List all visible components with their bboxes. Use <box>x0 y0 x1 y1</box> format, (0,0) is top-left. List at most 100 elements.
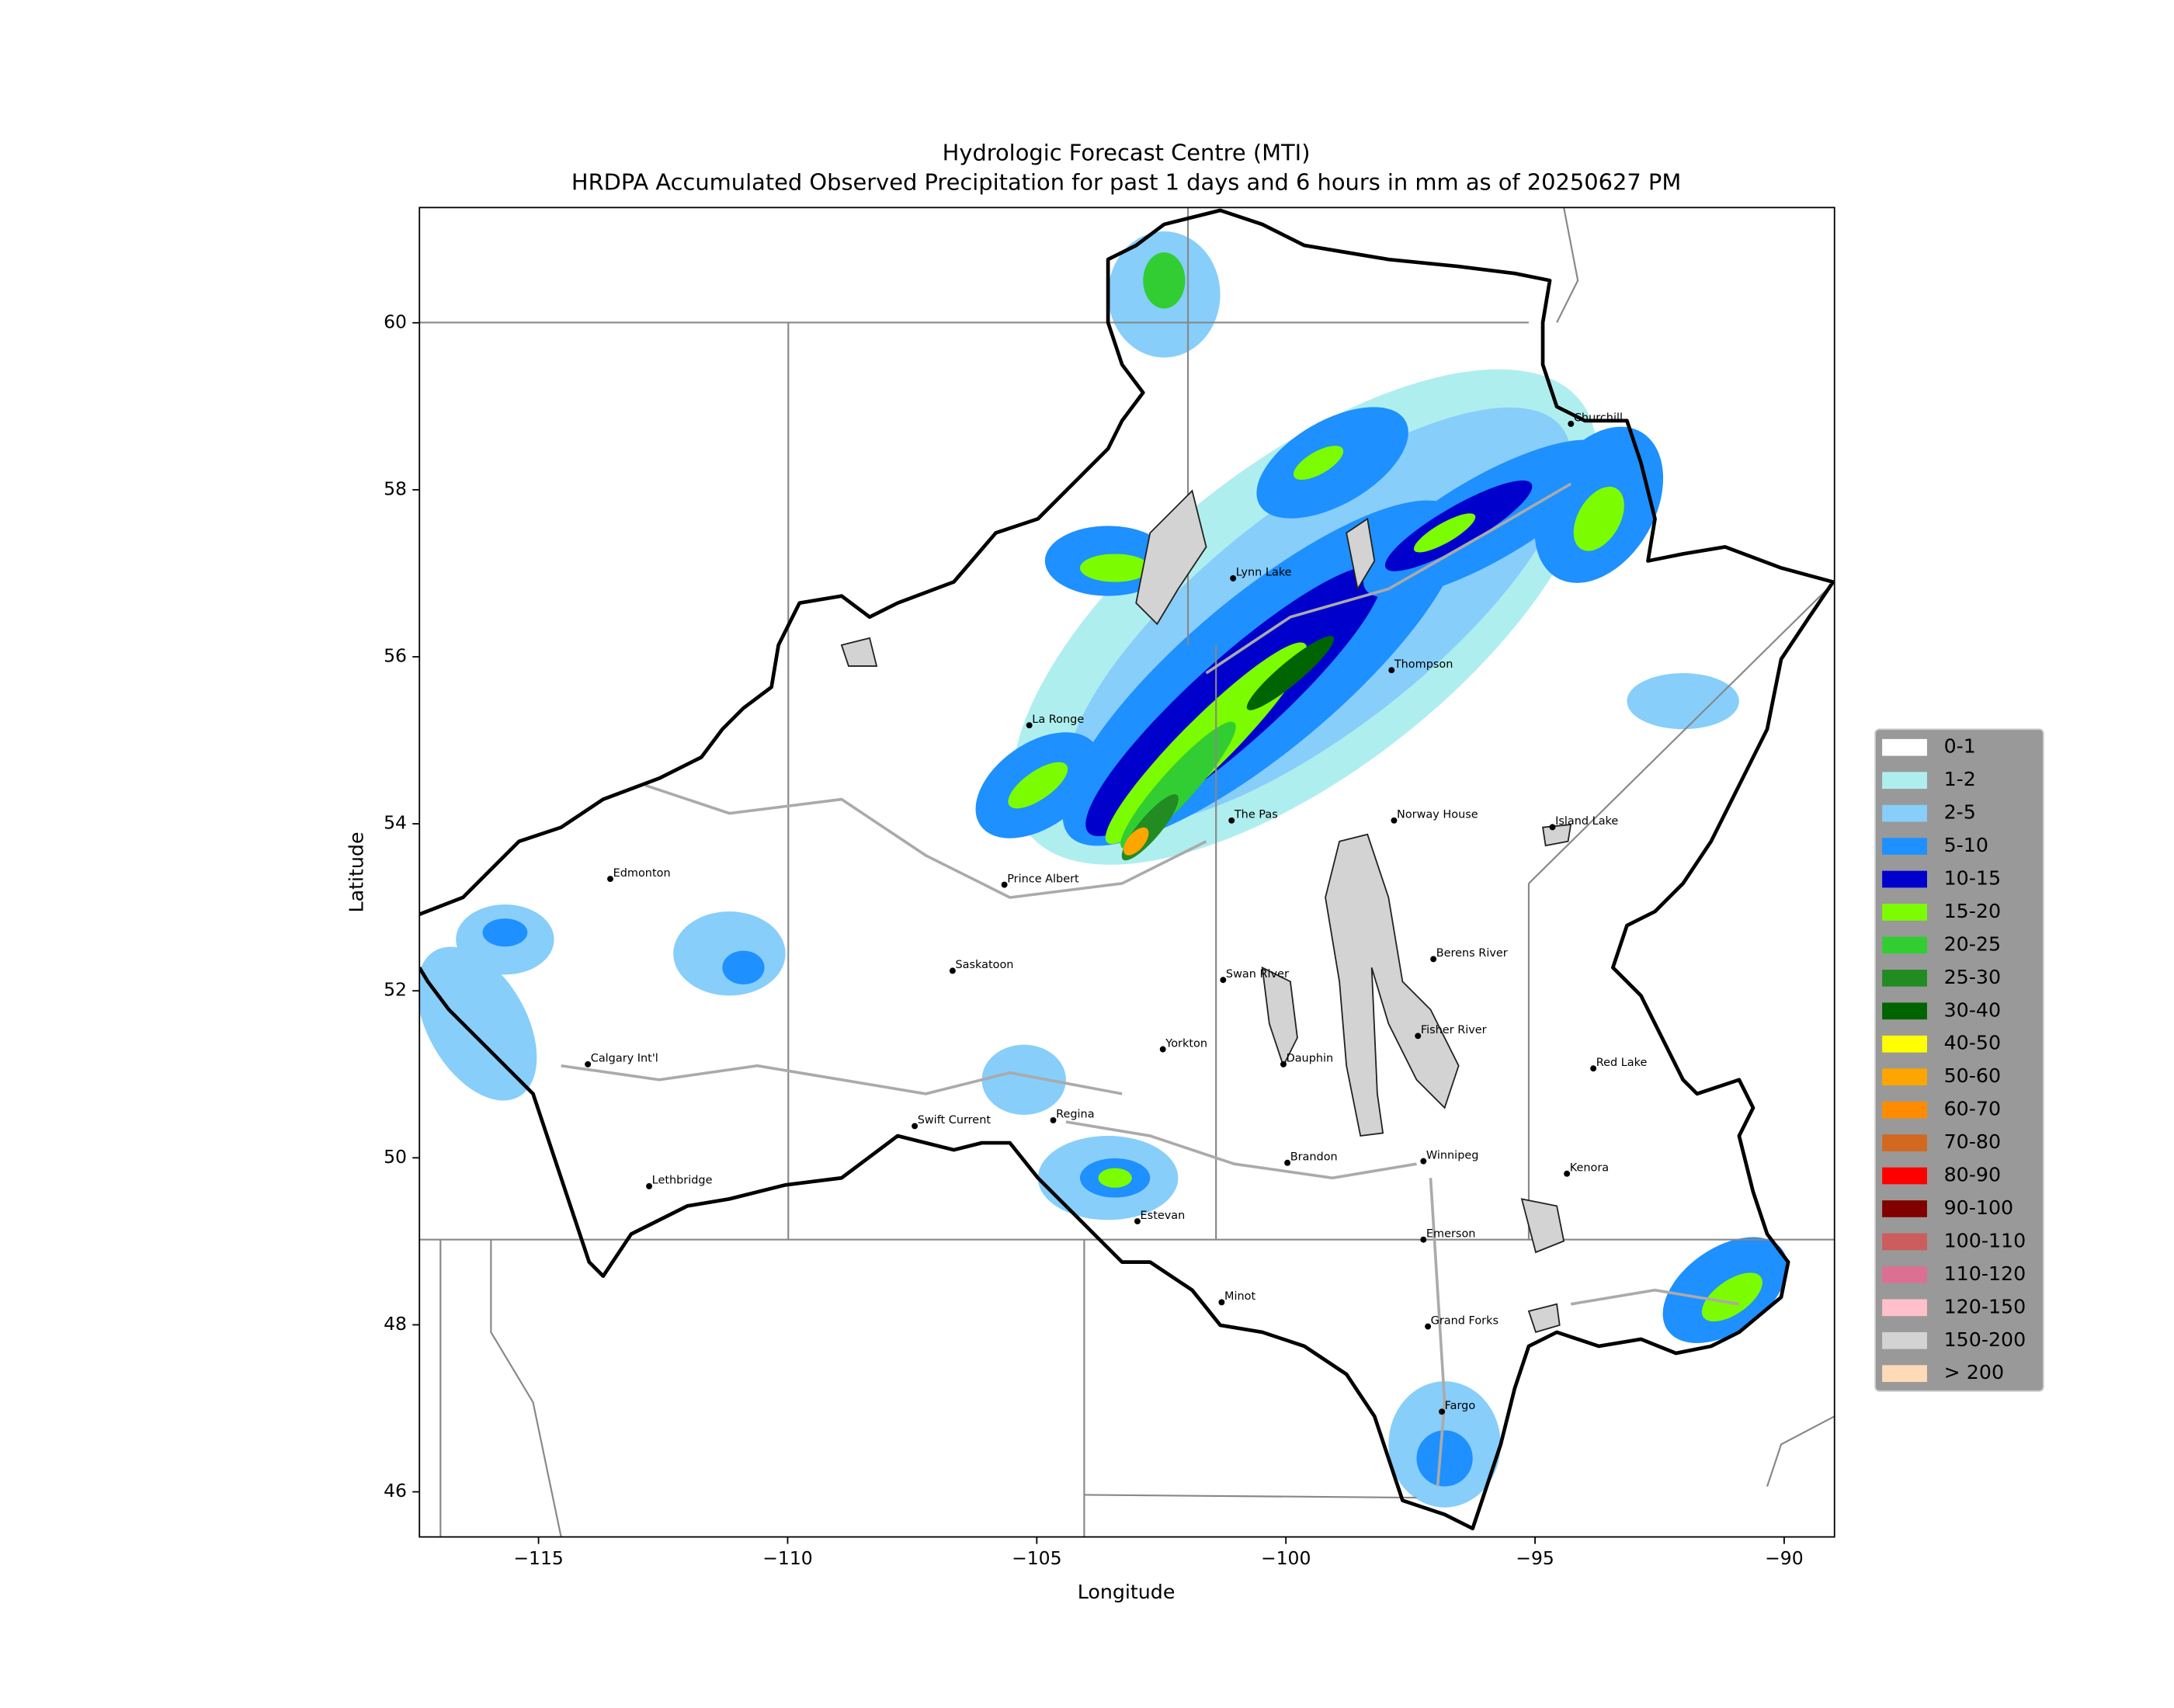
city-label: Winnipeg <box>1426 1149 1479 1161</box>
y-tick-label: 54 <box>384 812 407 834</box>
legend-swatch <box>1882 1002 1927 1020</box>
legend-label: > 200 <box>1944 1361 2004 1383</box>
legend-label: 50-60 <box>1944 1064 2001 1087</box>
city-label: Grand Forks <box>1431 1314 1499 1327</box>
city-marker <box>646 1182 653 1189</box>
precipitation-area <box>722 950 765 984</box>
city-label: Kenora <box>1570 1162 1609 1175</box>
cities: Churchill Lynn Lake Thompson La Ronge Norway… <box>585 412 1647 1415</box>
legend-swatch <box>1882 1266 1927 1283</box>
legend-swatch <box>1882 1068 1927 1086</box>
precipitation-area <box>1246 636 1335 710</box>
plot-frame <box>418 207 1835 1538</box>
legend-label: 1-2 <box>1944 768 1976 790</box>
city-marker <box>585 1061 592 1068</box>
precipitation-area <box>482 918 528 947</box>
city-marker <box>1388 667 1395 674</box>
y-tick-label: 58 <box>384 477 407 499</box>
basin-boundary <box>419 208 1835 1531</box>
subtitle: HRDPA Accumulated Observed Precipitation… <box>571 169 1681 196</box>
map-background <box>419 207 1835 1537</box>
city-marker <box>1425 1323 1432 1330</box>
precipitation-area <box>1413 513 1476 553</box>
legend-label: 20-25 <box>1944 932 2001 955</box>
legend-label: 120-150 <box>1944 1295 2026 1317</box>
legend-label: 80-90 <box>1944 1164 2001 1186</box>
city-marker <box>1420 1236 1427 1243</box>
precipitation-area <box>1098 1168 1132 1188</box>
legend-swatch <box>1882 1331 1927 1349</box>
precipitation-area <box>1143 252 1186 309</box>
legend-label: 30-40 <box>1944 998 2001 1021</box>
y-axis-label: Latitude <box>346 831 368 912</box>
legend-label: 100-110 <box>1944 1229 2026 1251</box>
city-label: Edmonton <box>613 867 671 880</box>
city-label: Thompson <box>1394 658 1453 671</box>
y-tick-label: 52 <box>384 979 407 1001</box>
legend-swatch <box>1882 870 1927 888</box>
city-marker <box>949 967 956 974</box>
y-tick-label: 50 <box>384 1146 407 1168</box>
city-marker <box>1220 977 1227 984</box>
y-tick-label: 60 <box>384 311 407 332</box>
legend-label: 110-120 <box>1944 1262 2026 1285</box>
precipitation-area <box>673 911 786 996</box>
precipitation-area <box>1573 486 1624 551</box>
y-tick-label: 48 <box>384 1313 407 1335</box>
city-label: Fargo <box>1445 1400 1476 1412</box>
legend-label: 25-30 <box>1944 966 2001 988</box>
city-marker <box>1284 1159 1291 1166</box>
city-marker <box>1564 1170 1571 1177</box>
city-label: Swan River <box>1226 968 1289 981</box>
city-label: Red Lake <box>1596 1057 1648 1069</box>
legend-swatch <box>1882 1299 1927 1317</box>
rivers <box>561 482 1740 1487</box>
legend-swatch <box>1882 1200 1927 1217</box>
city-marker <box>1218 1299 1225 1306</box>
city-marker <box>1050 1116 1057 1123</box>
city-marker <box>1159 1046 1166 1053</box>
legend-swatch <box>1882 1035 1927 1053</box>
city-label: Minot <box>1224 1290 1255 1303</box>
legend-swatch <box>1882 1101 1927 1119</box>
legend-label: 150-200 <box>1944 1328 2026 1351</box>
city-label: Yorkton <box>1165 1037 1207 1050</box>
x-tick-label: −115 <box>513 1547 563 1569</box>
y-tick-label: 46 <box>384 1480 407 1501</box>
city-marker <box>1001 881 1008 888</box>
legend-swatch <box>1882 1134 1927 1151</box>
city-marker <box>1549 824 1556 831</box>
precipitation-layer <box>419 231 1788 1508</box>
legend-label: 70-80 <box>1944 1130 2001 1153</box>
city-marker <box>1415 1033 1422 1040</box>
precipitation-area <box>1416 1430 1473 1487</box>
legend-label: 15-20 <box>1944 900 2001 922</box>
city-marker <box>1391 817 1398 824</box>
legend-label: 5-10 <box>1944 834 1988 856</box>
map-area: Churchill Lynn Lake Thompson La Ronge Norway… <box>419 207 1835 1537</box>
x-tick-label: −105 <box>1012 1547 1061 1569</box>
city-label: Lynn Lake <box>1236 567 1292 579</box>
x-axis-label: Longitude <box>1078 1581 1176 1603</box>
x-tick-label: −90 <box>1765 1547 1804 1569</box>
city-label: Brandon <box>1290 1151 1338 1164</box>
y-tick-label: 56 <box>384 644 407 666</box>
city-marker <box>1590 1065 1597 1072</box>
legend-swatch <box>1882 904 1927 921</box>
legend-swatch <box>1882 804 1927 822</box>
city-label: Berens River <box>1436 947 1508 960</box>
legend-label: 40-50 <box>1944 1032 2001 1054</box>
legend-swatch <box>1882 838 1927 855</box>
x-tick-label: −100 <box>1261 1547 1311 1569</box>
x-tick-label: −95 <box>1516 1547 1554 1569</box>
city-marker <box>607 876 613 883</box>
city-marker <box>1439 1408 1446 1415</box>
precipitation-area <box>1701 1272 1762 1322</box>
legend-label: 2-5 <box>1944 801 1976 824</box>
legend-label: 60-70 <box>1944 1098 2001 1120</box>
axes: −115 −110 −105 −100 −95 −90 46 48 50 52 54 56 58 60 <box>384 311 1804 1569</box>
city-marker <box>1420 1158 1427 1165</box>
city-label: La Ronge <box>1032 713 1084 726</box>
legend-label: 90-100 <box>1944 1196 2013 1219</box>
